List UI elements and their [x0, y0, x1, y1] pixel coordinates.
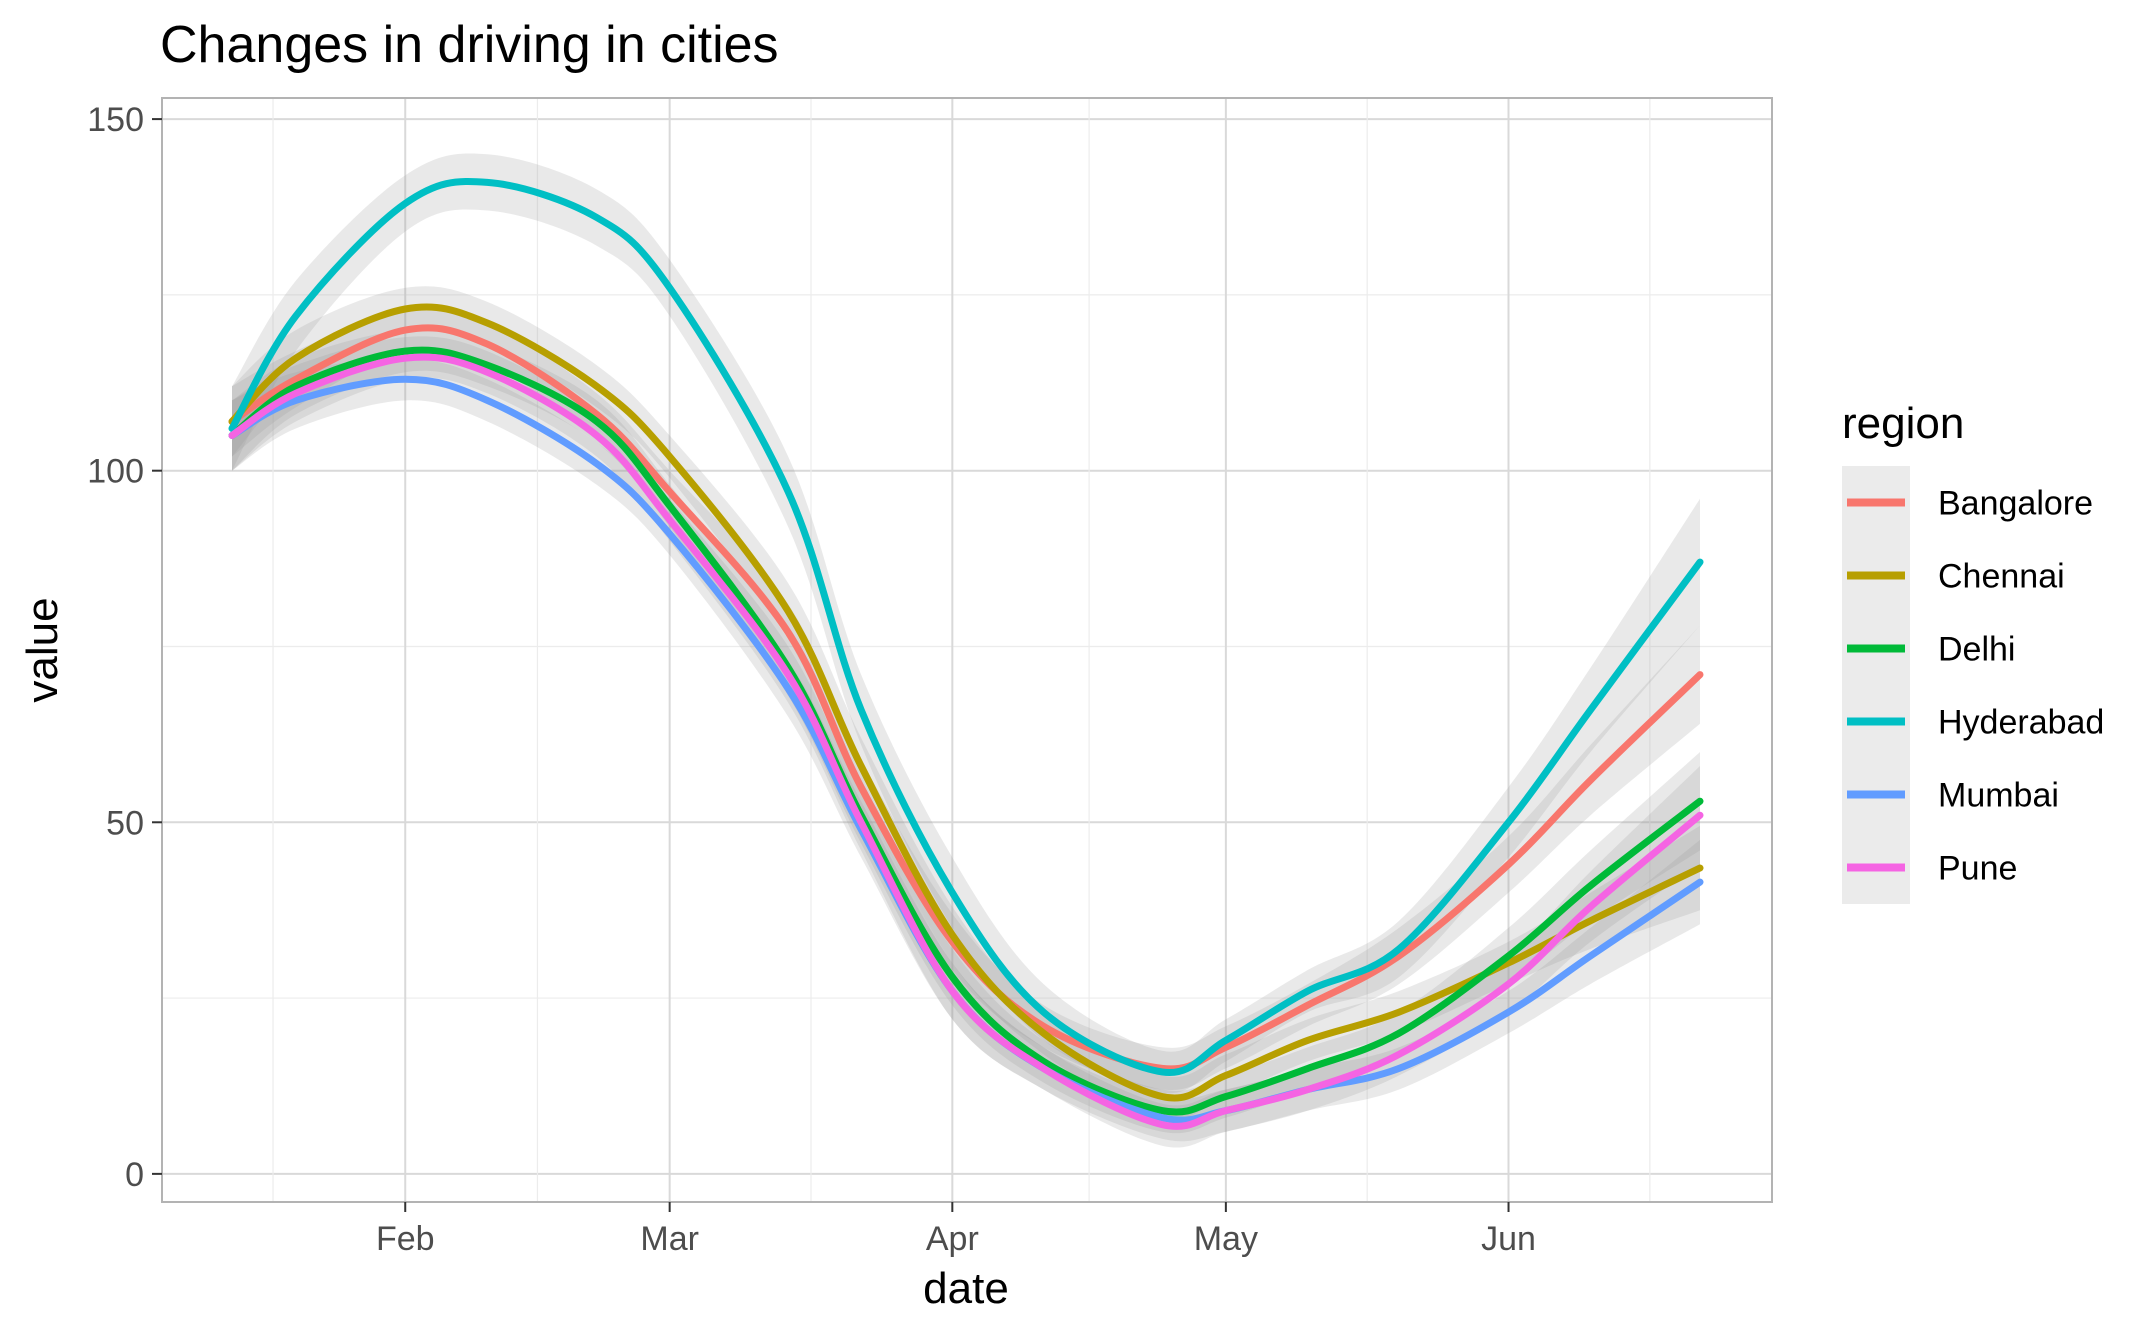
- x-tick-label: Jun: [1481, 1220, 1536, 1258]
- y-axis-title: value: [18, 597, 67, 702]
- legend-label-bangalore: Bangalore: [1938, 485, 2093, 523]
- confidence-band-delhi: [232, 329, 1700, 1134]
- legend-label-hyderabad: Hyderabad: [1938, 704, 2104, 742]
- grid-layer: [162, 98, 1772, 1202]
- legend: region Bangalore Chennai Delhi Hyderabad Mum…: [1842, 399, 2104, 904]
- x-tick-label: Feb: [376, 1220, 435, 1258]
- y-tick-label: 50: [106, 804, 144, 842]
- x-axis-title: date: [923, 1264, 1009, 1313]
- confidence-band-mumbai: [232, 358, 1700, 1142]
- legend-label-mumbai: Mumbai: [1938, 777, 2059, 815]
- series-line-hyderabad: [228, 178, 1704, 1077]
- legend-key-background: [1842, 466, 1910, 904]
- y-tick-label: 100: [87, 453, 144, 491]
- legend-title: region: [1842, 399, 1964, 448]
- y-tick-label: 0: [125, 1156, 144, 1194]
- confidence-band-bangalore: [232, 307, 1700, 1091]
- confidence-band-pune: [232, 336, 1700, 1148]
- series-line-delhi: [228, 346, 1704, 1116]
- legend-label-chennai: Chennai: [1938, 558, 2065, 596]
- legend-items: Bangalore Chennai Delhi Hyderabad Mumbai Pune: [1842, 466, 2104, 904]
- x-tick-label: Apr: [926, 1220, 979, 1258]
- series-line-bangalore: [228, 324, 1704, 1073]
- x-tick-label: May: [1194, 1220, 1258, 1258]
- y-tick-label: 150: [87, 101, 144, 139]
- x-tick-label: Mar: [640, 1220, 699, 1258]
- chart-title: Changes in driving in cities: [160, 16, 779, 74]
- series-line-pune: [228, 353, 1704, 1130]
- legend-label-delhi: Delhi: [1938, 631, 2015, 669]
- series-line-chennai: [228, 303, 1704, 1102]
- axis-layer: 0 50 100 150 Feb Mar Apr May Jun: [87, 101, 1536, 1258]
- legend-label-pune: Pune: [1938, 850, 2017, 888]
- confidence-band-hyderabad: [232, 153, 1700, 1094]
- plot-panel-border: [161, 97, 1773, 1203]
- series-line-layer: [228, 178, 1704, 1130]
